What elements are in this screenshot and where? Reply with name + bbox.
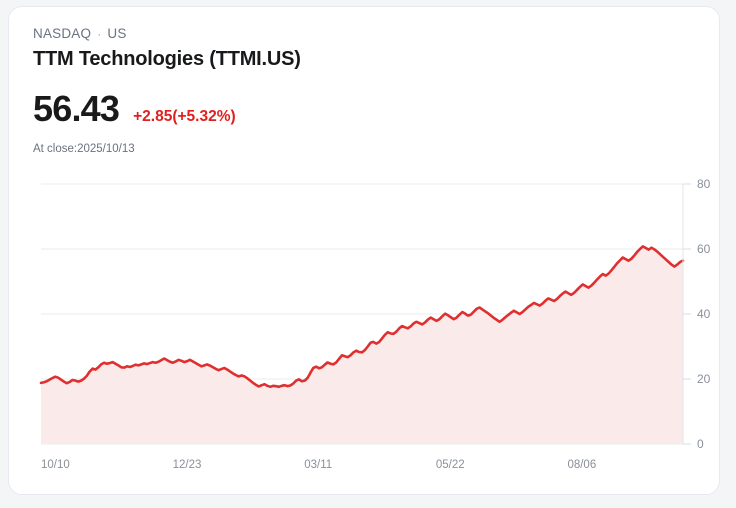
y-tick-labels: 0 20 40 60 80 (683, 177, 711, 451)
y-tick-label: 80 (697, 177, 711, 191)
y-tick-label: 0 (697, 437, 704, 451)
x-tick-label: 05/22 (436, 459, 465, 471)
y-tick-label: 20 (697, 372, 711, 386)
quote-header: NASDAQ · US TTM Technologies (TTMI.US) 5… (9, 7, 719, 157)
stock-quote-card: NASDAQ · US TTM Technologies (TTMI.US) 5… (8, 6, 720, 495)
price-area-fill (41, 246, 683, 444)
exchange-name: NASDAQ (33, 26, 92, 41)
x-tick-labels: 10/10 12/23 03/11 05/22 08/06 (41, 459, 596, 471)
y-tick-label: 40 (697, 307, 711, 321)
separator-dot: · (97, 27, 102, 41)
quote-row: 56.43 +2.85(+5.32%) (33, 89, 719, 129)
exchange-line: NASDAQ · US (33, 25, 719, 43)
x-tick-label: 10/10 (41, 459, 70, 471)
x-tick-label: 08/06 (567, 459, 596, 471)
price-change: +2.85(+5.32%) (133, 108, 236, 125)
price-chart[interactable]: 0 20 40 60 80 10/10 12/23 03/11 05/22 08/06 (9, 167, 720, 495)
x-tick-label: 12/23 (173, 459, 202, 471)
region-label: US (107, 26, 127, 41)
price-line (39, 245, 685, 389)
current-price: 56.43 (33, 88, 120, 129)
y-tick-label: 60 (697, 242, 711, 256)
close-status: At close:2025/10/13 (33, 143, 135, 155)
price-chart-svg[interactable]: 0 20 40 60 80 10/10 12/23 03/11 05/22 08/06 (9, 167, 720, 495)
page-title: TTM Technologies (TTMI.US) (33, 48, 301, 70)
x-tick-label: 03/11 (304, 459, 332, 471)
